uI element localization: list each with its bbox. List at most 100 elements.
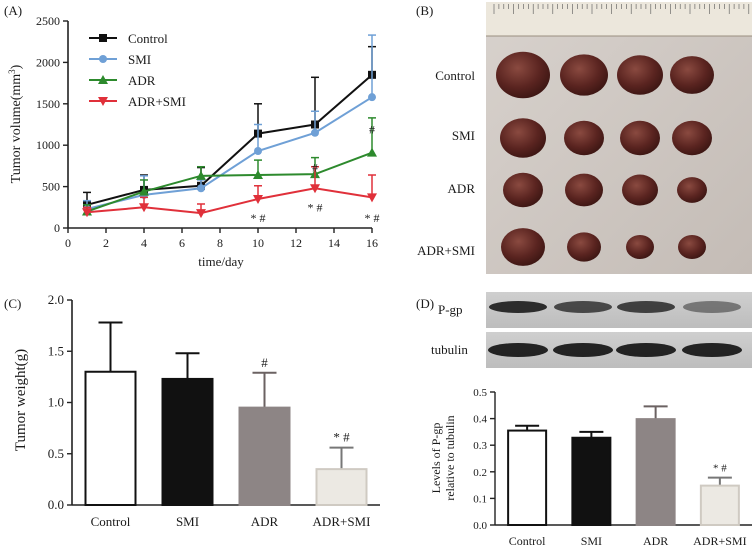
y-axis-label-c: Tumor weight(g) [13,349,29,451]
category-label: ADR+SMI [313,514,371,529]
photo-row-label: ADR+SMI [417,243,475,258]
pgp-band [554,301,612,313]
panel-d-label: (D) [416,296,434,311]
bar-control [84,370,137,506]
y-tick-label: 1.5 [48,343,64,358]
bar-smi [571,436,612,527]
series-adr [82,117,377,216]
y-tick-label: 0.2 [473,467,487,479]
data-point [253,195,263,205]
ruler [486,2,752,36]
tubulin-band [488,343,548,357]
significance-mark: # [261,355,268,370]
pgp-band [617,301,675,313]
y-tick-label: 1.0 [48,395,64,410]
x-tick-label-a: 4 [141,236,147,250]
tumor-volume-chart: Tumor volume(mm3) time/day 0 2 4 6 8 10 12 14 16… [7,14,380,269]
tumor-sample [560,54,608,96]
tubulin-band [616,343,676,357]
x-tick-label-a: 0 [65,236,71,250]
category-label: Control [509,534,546,548]
tumor-sample [670,56,714,94]
category-label: Control [91,514,131,529]
photo-row-label: Control [435,68,475,83]
pgp-levels-chart: Levels of P-gp relative to tubulin 0.0 0.… [429,387,752,548]
y-tick-label: 0.5 [48,446,64,461]
data-point [196,170,206,180]
tumor-sample [622,174,658,206]
data-point [139,203,149,213]
data-point [368,93,376,102]
data-point [139,186,149,196]
series-line [86,151,373,213]
legend-a: Control SMI ADR ADR+SMI [89,31,186,109]
y-tick-label-a: 0 [54,221,60,235]
x-tick-label-a: 14 [328,236,340,250]
x-tick-label-a: 16 [366,236,378,250]
tumor-sample [564,120,604,156]
tumor-sample [677,177,707,203]
bar-adr-smi [699,484,740,526]
legend-label: ADR [128,73,156,88]
panel-b-label: (B) [416,3,433,18]
data-point [253,170,263,180]
series-control [83,45,376,209]
y-tick-label-a: 2500 [36,14,60,28]
x-tick-label-a: 2 [103,236,109,250]
data-point [311,128,319,137]
y-tick-label: 0.0 [48,497,64,512]
category-label: ADR [251,514,279,529]
x-tick-label-a: 12 [290,236,302,250]
series-smi [83,34,376,213]
y-tick-label: 0.0 [473,520,487,532]
category-label: SMI [176,514,199,529]
legend-marker [99,55,107,63]
significance-mark: * # [333,430,350,445]
y-tick-label: 0.4 [473,414,487,426]
category-label: ADR [643,534,668,548]
y-tick-label: 0.1 [473,493,487,505]
data-point [82,208,92,218]
series-line [86,74,373,206]
significance-mark: * # [308,200,323,214]
data-point [367,193,377,203]
bar-adr [238,406,291,506]
tumor-sample [503,172,543,208]
tumor-sample [565,173,603,207]
tubulin-band [682,343,742,357]
tumor-sample [678,234,706,260]
y-tick-label: 2.0 [48,292,64,307]
series-line [86,96,373,210]
category-label: SMI [581,534,602,548]
pgp-band [683,301,741,313]
tumor-sample [567,232,601,262]
legend-label: SMI [128,52,151,67]
pgp-band [489,301,547,313]
legend-marker [99,34,107,42]
significance-mark: * # [251,211,266,225]
data-point [197,184,205,193]
tumor-sample [620,120,660,156]
y-tick-label-a: 1500 [36,97,60,111]
tumor-sample [617,55,663,95]
legend-label: Control [128,31,168,46]
y-tick-label-a: 500 [42,180,60,194]
y-tick-label-a: 2000 [36,55,60,69]
blot-label-tubulin: tubulin [431,342,468,357]
y-axis-label-a: Tumor volume(mm3) [7,64,24,183]
bar-adr-smi [315,468,368,506]
photo-row-label: ADR [448,181,476,196]
data-point [196,209,206,219]
x-tick-label-a: 6 [179,236,185,250]
y-axis-label-d-line2: relative to tubulin [443,415,457,500]
x-axis-label-a: time/day [198,254,244,269]
western-blot: P-gp tubulin [431,292,752,368]
significance-mark: * # [713,463,727,475]
bar-control [507,429,548,527]
data-point [254,146,262,155]
tumor-sample [496,51,550,99]
series-line [86,187,373,215]
tumor-sample [501,228,545,266]
y-axis-label-d-line1: Levels of P-gp [429,423,443,494]
panel-a-label: (A) [4,3,22,18]
